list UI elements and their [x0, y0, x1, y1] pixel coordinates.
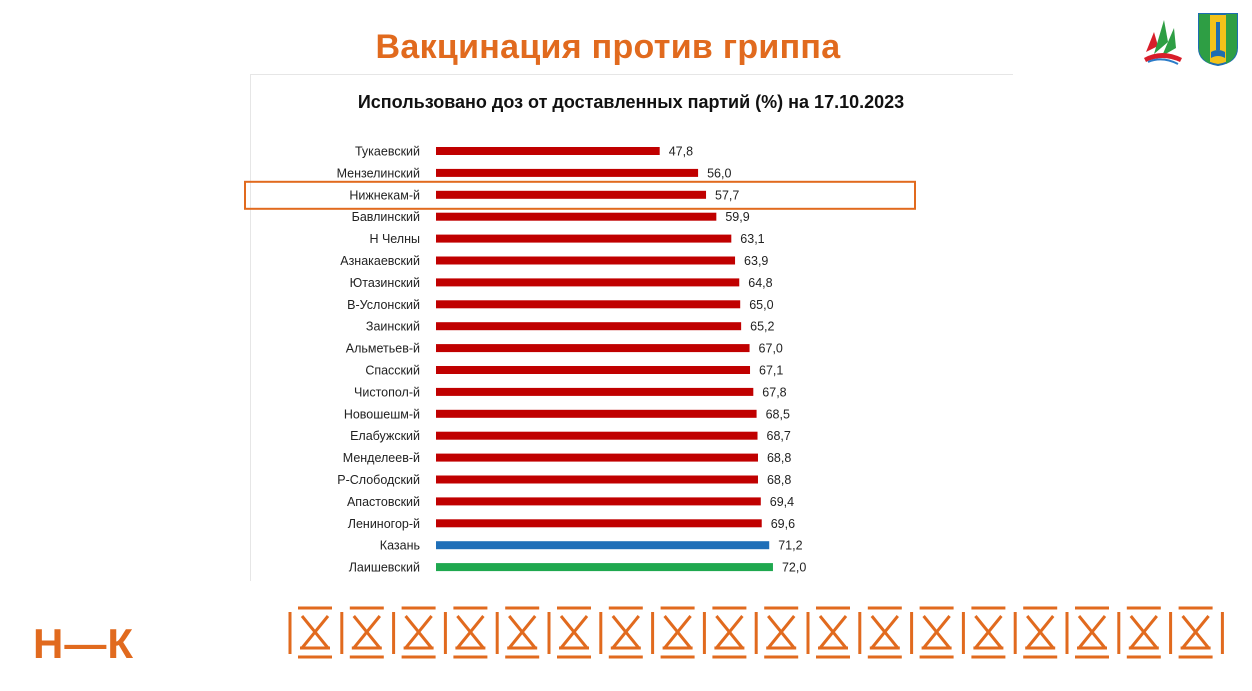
category-label: Заинский — [366, 320, 420, 334]
category-label: Спасский — [365, 364, 420, 378]
category-label: Тукаевский — [355, 145, 420, 159]
ornament-cell — [961, 606, 1006, 659]
value-label: 67,8 — [762, 385, 786, 399]
bar — [436, 256, 736, 265]
value-label: 63,1 — [740, 232, 764, 246]
ornament-cell — [495, 606, 540, 659]
value-label: 71,2 — [778, 539, 802, 553]
bar — [436, 475, 758, 484]
nizhnekamsk-coat-of-arms-icon — [1198, 13, 1238, 66]
ornament-cell — [288, 606, 332, 659]
ornament-cell — [547, 606, 591, 659]
ornament-cell — [340, 606, 384, 659]
category-label: Новошешм-й — [344, 407, 420, 421]
value-label: 69,6 — [771, 517, 795, 531]
ornament-cell — [1065, 606, 1109, 659]
bar — [436, 519, 762, 528]
bar — [436, 278, 740, 287]
category-label: Лаишевский — [349, 561, 420, 575]
category-label: Нижнекам-й — [349, 188, 420, 202]
value-label: 68,5 — [766, 407, 790, 421]
value-label: 67,0 — [759, 342, 783, 356]
chart-title: Использовано доз от доставленных партий … — [357, 92, 905, 112]
bar — [436, 234, 732, 243]
value-label: 59,9 — [725, 210, 749, 224]
bar — [436, 344, 750, 353]
bar — [436, 409, 757, 418]
category-label: Менделеев-й — [343, 451, 420, 465]
highlight-frame — [244, 180, 916, 210]
category-label: Чистопол-й — [354, 385, 420, 399]
bar — [436, 168, 699, 177]
value-label: 69,4 — [770, 495, 794, 509]
bar — [436, 453, 758, 462]
bar — [436, 190, 707, 199]
value-label: 64,8 — [748, 276, 772, 290]
category-label: В-Услонский — [347, 298, 420, 312]
value-label: 68,8 — [767, 451, 791, 465]
category-label: Азнакаевский — [340, 254, 420, 268]
ornament-cell — [910, 606, 954, 659]
category-label: Альметьев-й — [346, 342, 420, 356]
value-label: 68,8 — [767, 473, 791, 487]
ornament-cell — [702, 606, 747, 659]
ornament-cell — [443, 606, 488, 659]
bar — [436, 366, 751, 374]
category-label: Апастовский — [347, 495, 420, 509]
tatarstan-emblem-icon — [1144, 20, 1182, 65]
category-label: Н Челны — [369, 232, 420, 246]
value-label: 65,2 — [750, 320, 774, 334]
value-label: 67,1 — [759, 364, 783, 378]
bar — [436, 431, 758, 440]
category-label: Казань — [380, 539, 420, 553]
ornament-cell — [392, 606, 436, 659]
value-label: 57,7 — [715, 188, 739, 202]
ornament-cell — [858, 606, 902, 659]
bar — [436, 147, 660, 155]
category-label: Мензелинский — [337, 166, 420, 180]
category-label: Р-Слободский — [337, 473, 420, 487]
category-label: Елабужский — [350, 429, 420, 443]
value-label: 68,7 — [767, 429, 791, 443]
value-label: 63,9 — [744, 254, 768, 268]
bar — [436, 300, 741, 309]
ornament-cell — [1117, 606, 1161, 659]
value-label: 56,0 — [707, 166, 731, 180]
bar — [436, 541, 770, 550]
bar — [436, 212, 717, 221]
bar — [436, 387, 754, 396]
category-label: Лениногор-й — [348, 517, 420, 531]
category-label: Ютазинский — [350, 276, 420, 290]
ornament-cell — [754, 606, 799, 659]
bar — [436, 563, 773, 572]
ornament-cell — [1013, 606, 1058, 659]
category-label: Бавлинский — [352, 210, 420, 224]
ornament-cell — [806, 606, 850, 659]
bar — [436, 497, 761, 506]
slide-title: Вакцинация против гриппа — [375, 28, 841, 66]
value-label: 72,0 — [782, 561, 806, 575]
ornament-cell — [651, 606, 695, 659]
logo-nk: Н—К — [33, 620, 134, 667]
value-label: 47,8 — [669, 145, 693, 159]
ornament-cell — [1169, 606, 1213, 659]
bar — [436, 322, 742, 331]
ornament-pattern — [288, 606, 1224, 659]
ornament-cell — [599, 606, 643, 659]
value-label: 65,0 — [749, 298, 773, 312]
